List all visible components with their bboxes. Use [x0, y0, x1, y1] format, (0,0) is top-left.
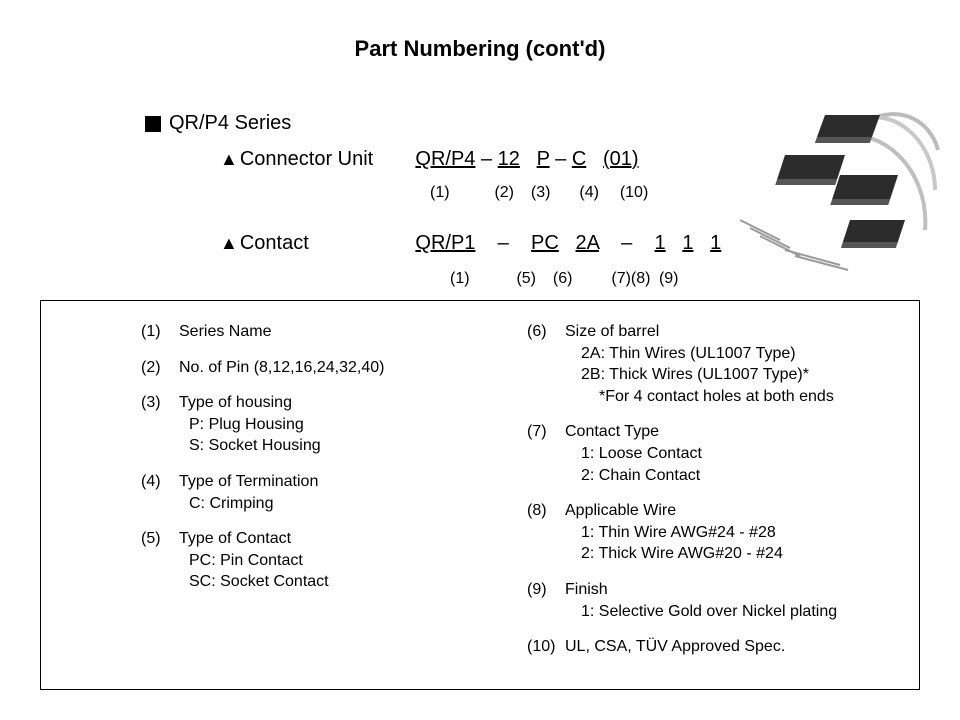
- connector-label: Connector Unit: [240, 148, 410, 171]
- connector-p4: C: [572, 148, 586, 170]
- page: Part Numbering (cont'd) QR/P4 Series ▲Co…: [0, 0, 960, 720]
- contact-label: Contact: [240, 232, 410, 255]
- legend-num: (8): [527, 500, 565, 522]
- connector-annotations: (1) (2) (3) (4) (10): [430, 184, 648, 202]
- connector-p10: (01): [603, 148, 639, 170]
- ann-3: (3): [531, 184, 575, 202]
- legend-sub: 1: Thin Wire AWG#24 - #28: [527, 522, 903, 544]
- ann-7: (7): [611, 270, 631, 288]
- ann-6: (6): [553, 270, 607, 288]
- legend-num: (1): [141, 321, 179, 343]
- legend-sub: 2: Chain Contact: [527, 465, 903, 487]
- legend-sub: 2: Thick Wire AWG#20 - #24: [527, 543, 903, 565]
- legend-text: Type of Contact: [179, 530, 291, 547]
- legend-num: (2): [141, 357, 179, 379]
- legend-text: Applicable Wire: [565, 502, 676, 519]
- legend-text: No. of Pin (8,12,16,24,32,40): [179, 359, 384, 376]
- legend-sub: PC: Pin Contact: [141, 550, 517, 572]
- legend-sub: 2A: Thin Wires (UL1007 Type): [527, 343, 903, 365]
- sep: –: [481, 148, 492, 170]
- legend-text: Finish: [565, 581, 608, 598]
- legend-item: (7)Contact Type 1: Loose Contact 2: Chai…: [527, 421, 903, 486]
- legend-item: (8)Applicable Wire 1: Thin Wire AWG#24 -…: [527, 500, 903, 565]
- legend-sub: S: Socket Housing: [141, 435, 517, 457]
- legend-text: Type of Termination: [179, 473, 318, 490]
- sep: –: [498, 232, 509, 254]
- ann-1: (1): [450, 270, 512, 288]
- legend-sub: SC: Socket Contact: [141, 571, 517, 593]
- legend-item: (9)Finish 1: Selective Gold over Nickel …: [527, 579, 903, 622]
- contact-p5: PC: [531, 232, 559, 254]
- legend-item: (2)No. of Pin (8,12,16,24,32,40): [141, 357, 517, 379]
- legend-box: (1)Series Name (2)No. of Pin (8,12,16,24…: [40, 300, 920, 690]
- legend-num: (4): [141, 471, 179, 493]
- legend-text: Type of housing: [179, 394, 292, 411]
- legend-text: UL, CSA, TÜV Approved Spec.: [565, 638, 785, 655]
- ann-5: (5): [516, 270, 548, 288]
- legend-sub: 2B: Thick Wires (UL1007 Type)*: [527, 364, 903, 386]
- connector-p3: P: [537, 148, 550, 170]
- legend-text: Series Name: [179, 323, 271, 340]
- ann-2: (2): [494, 184, 526, 202]
- contact-p1: QR/P1: [415, 232, 475, 254]
- contact-annotations: (1) (5) (6) (7)(8) (9): [450, 270, 679, 288]
- connector-illustration: [730, 100, 940, 275]
- legend-item: (5)Type of Contact PC: Pin Contact SC: S…: [141, 528, 517, 593]
- legend-item: (4)Type of Termination C: Crimping: [141, 471, 517, 514]
- triangle-icon: ▲: [220, 149, 238, 169]
- legend-num: (3): [141, 392, 179, 414]
- sep: –: [621, 232, 632, 254]
- connector-p2: 12: [498, 148, 520, 170]
- contact-p6: 2A: [576, 232, 599, 254]
- legend-text: Contact Type: [565, 423, 659, 440]
- square-icon: [145, 116, 161, 132]
- legend-sub: P: Plug Housing: [141, 414, 517, 436]
- legend-sub: C: Crimping: [141, 493, 517, 515]
- legend-item: (10)UL, CSA, TÜV Approved Spec.: [527, 636, 903, 658]
- legend-sub: *For 4 contact holes at both ends: [527, 386, 903, 408]
- triangle-icon: ▲: [220, 233, 238, 253]
- legend-col-right: (6)Size of barrel 2A: Thin Wires (UL1007…: [517, 321, 903, 672]
- legend-sub: 1: Selective Gold over Nickel plating: [527, 601, 903, 623]
- ann-8: (8): [631, 270, 651, 288]
- contact-p7: 1: [655, 232, 666, 254]
- legend-col-left: (1)Series Name (2)No. of Pin (8,12,16,24…: [141, 321, 517, 672]
- legend-item: (3)Type of housing P: Plug Housing S: So…: [141, 392, 517, 457]
- legend-text: Size of barrel: [565, 323, 659, 340]
- legend-sub: 1: Loose Contact: [527, 443, 903, 465]
- connector-p1: QR/P4: [415, 148, 475, 170]
- legend-item: (6)Size of barrel 2A: Thin Wires (UL1007…: [527, 321, 903, 407]
- legend-num: (7): [527, 421, 565, 443]
- contact-p8: 1: [682, 232, 693, 254]
- page-title: Part Numbering (cont'd): [0, 36, 960, 62]
- series-label: QR/P4 Series: [169, 112, 291, 135]
- contact-p9: 1: [710, 232, 721, 254]
- legend-num: (10): [527, 636, 565, 658]
- legend-num: (6): [527, 321, 565, 343]
- series-heading: QR/P4 Series: [145, 112, 291, 135]
- contact-row: ▲Contact QR/P1 – PC 2A – 1 1 1: [220, 232, 721, 255]
- ann-1: (1): [430, 184, 490, 202]
- ann-10: (10): [620, 184, 648, 202]
- connector-row: ▲Connector Unit QR/P4 – 12 P – C (01): [220, 148, 639, 171]
- legend-num: (9): [527, 579, 565, 601]
- ann-4: (4): [579, 184, 615, 202]
- sep: –: [555, 148, 566, 170]
- legend-num: (5): [141, 528, 179, 550]
- ann-9: (9): [659, 270, 679, 288]
- legend-item: (1)Series Name: [141, 321, 517, 343]
- legend-columns: (1)Series Name (2)No. of Pin (8,12,16,24…: [41, 301, 919, 682]
